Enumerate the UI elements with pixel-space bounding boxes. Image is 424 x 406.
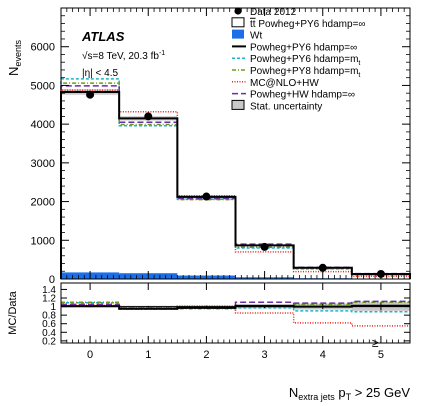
y-tick-label: 4000	[31, 119, 55, 131]
ratio-y-tick-label: 1	[50, 302, 56, 313]
legend-series-label-0: Powheg+PY6 hdamp=∞	[250, 42, 357, 53]
legend-series-label-1: Powheg+PY6 hdamp=mt	[250, 54, 360, 67]
series-line-3	[60, 89, 411, 279]
ratio-y-axis-title: MC/Data	[7, 290, 19, 334]
ratio-y-tick-label: 0.6	[42, 319, 56, 330]
legend-series-sub: t	[358, 72, 360, 79]
ratio-y-tick-label: 1.4	[42, 285, 56, 296]
ratio-y-tick-label: 1.2	[42, 294, 56, 305]
x-axis-title: Nextra jets pT > 25 GeV	[289, 385, 410, 402]
x-axis-title-tail: > 25 GeV	[351, 385, 410, 400]
x-tick-label: 0	[87, 349, 93, 361]
x-axis-title-mid: p	[335, 385, 346, 400]
legend-series-label-2: Powheg+PY8 hdamp=mt	[250, 66, 360, 79]
legend-ttbar-box	[231, 17, 245, 28]
x-tick-label: 5	[378, 349, 384, 361]
legend-series-name: Powheg+PY8 hdamp=m	[250, 66, 358, 77]
atlas-label: ATLAS	[81, 29, 125, 44]
legend-series-label-4: Powheg+HW hdamp=∞	[250, 90, 355, 101]
legend-data-label: Data 2012	[250, 7, 297, 18]
legend-series-name: Powheg+PY6 hdamp=m	[250, 54, 358, 65]
eta-label: |η| < 4.5	[82, 68, 118, 79]
y-tick-label: 3000	[31, 158, 55, 170]
data-point	[260, 242, 269, 251]
legend-series-label-3: MC@NLO+HW	[250, 78, 319, 89]
legend-series-name: Powheg+PY6 hdamp=∞	[250, 42, 357, 53]
legend-stat-label: Stat. uncertainty	[250, 101, 322, 112]
y-tick-label: 1000	[31, 235, 55, 247]
legend-stat-box	[231, 99, 245, 110]
x-tick-label: 3	[262, 349, 268, 361]
ratio-y-tick-label: 0.4	[42, 328, 56, 339]
x-tick-label: 1	[145, 349, 151, 361]
x-axis-title-sub1: extra jets	[298, 392, 335, 402]
x-axis-title-sub2: T	[346, 392, 352, 402]
y-axis-title-sub: events	[13, 40, 23, 67]
x-tick-label: 4	[320, 349, 326, 361]
y-tick-label: 6000	[31, 42, 55, 54]
legend-series-sub: t	[358, 60, 360, 67]
legend-series-name: MC@NLO+HW	[250, 78, 319, 89]
energy-label-text: √s=8 TeV, 20.3 fb	[82, 50, 159, 62]
x-overflow-label: ≥	[372, 336, 379, 350]
ratio-y-tick-label: 0.8	[42, 311, 56, 322]
x-tick-label: 2	[203, 349, 209, 361]
legend-ttbar-main: tt	[250, 19, 256, 30]
data-point	[144, 112, 153, 121]
ratio-panel: 0.20.40.60.811.21.40 1 2 3 4 5≥	[42, 282, 411, 361]
energy-label: √s=8 TeV, 20.3 fb-1	[82, 50, 165, 62]
data-point	[86, 90, 95, 99]
main-panel: 0 1000 2000 3000 4000 5000 6000	[31, 7, 411, 286]
y-tick-label: 0	[49, 274, 55, 286]
legend-data-marker	[234, 7, 242, 15]
legend-series-name: Powheg+HW hdamp=∞	[250, 90, 355, 101]
x-axis-title-main: N	[289, 385, 298, 400]
series-line-0	[60, 91, 411, 279]
legend-ttbar-label: tt Powheg+PY6 hdamp=∞	[250, 19, 366, 30]
data-point	[318, 263, 327, 272]
y-tick-label: 2000	[31, 197, 55, 209]
y-axis-title-main: N	[6, 67, 21, 76]
legend-wt-box	[232, 29, 244, 39]
data-point	[202, 192, 211, 201]
y-tick-label: 5000	[31, 80, 55, 92]
y-axis-title: Nevents	[6, 40, 23, 76]
energy-label-sup: -1	[159, 50, 165, 57]
legend-ttbar-rest: Powheg+PY6 hdamp=∞	[256, 19, 366, 30]
legend-wt-label: Wt	[250, 31, 262, 42]
ratio-y-tick-label: 0.2	[42, 336, 56, 347]
